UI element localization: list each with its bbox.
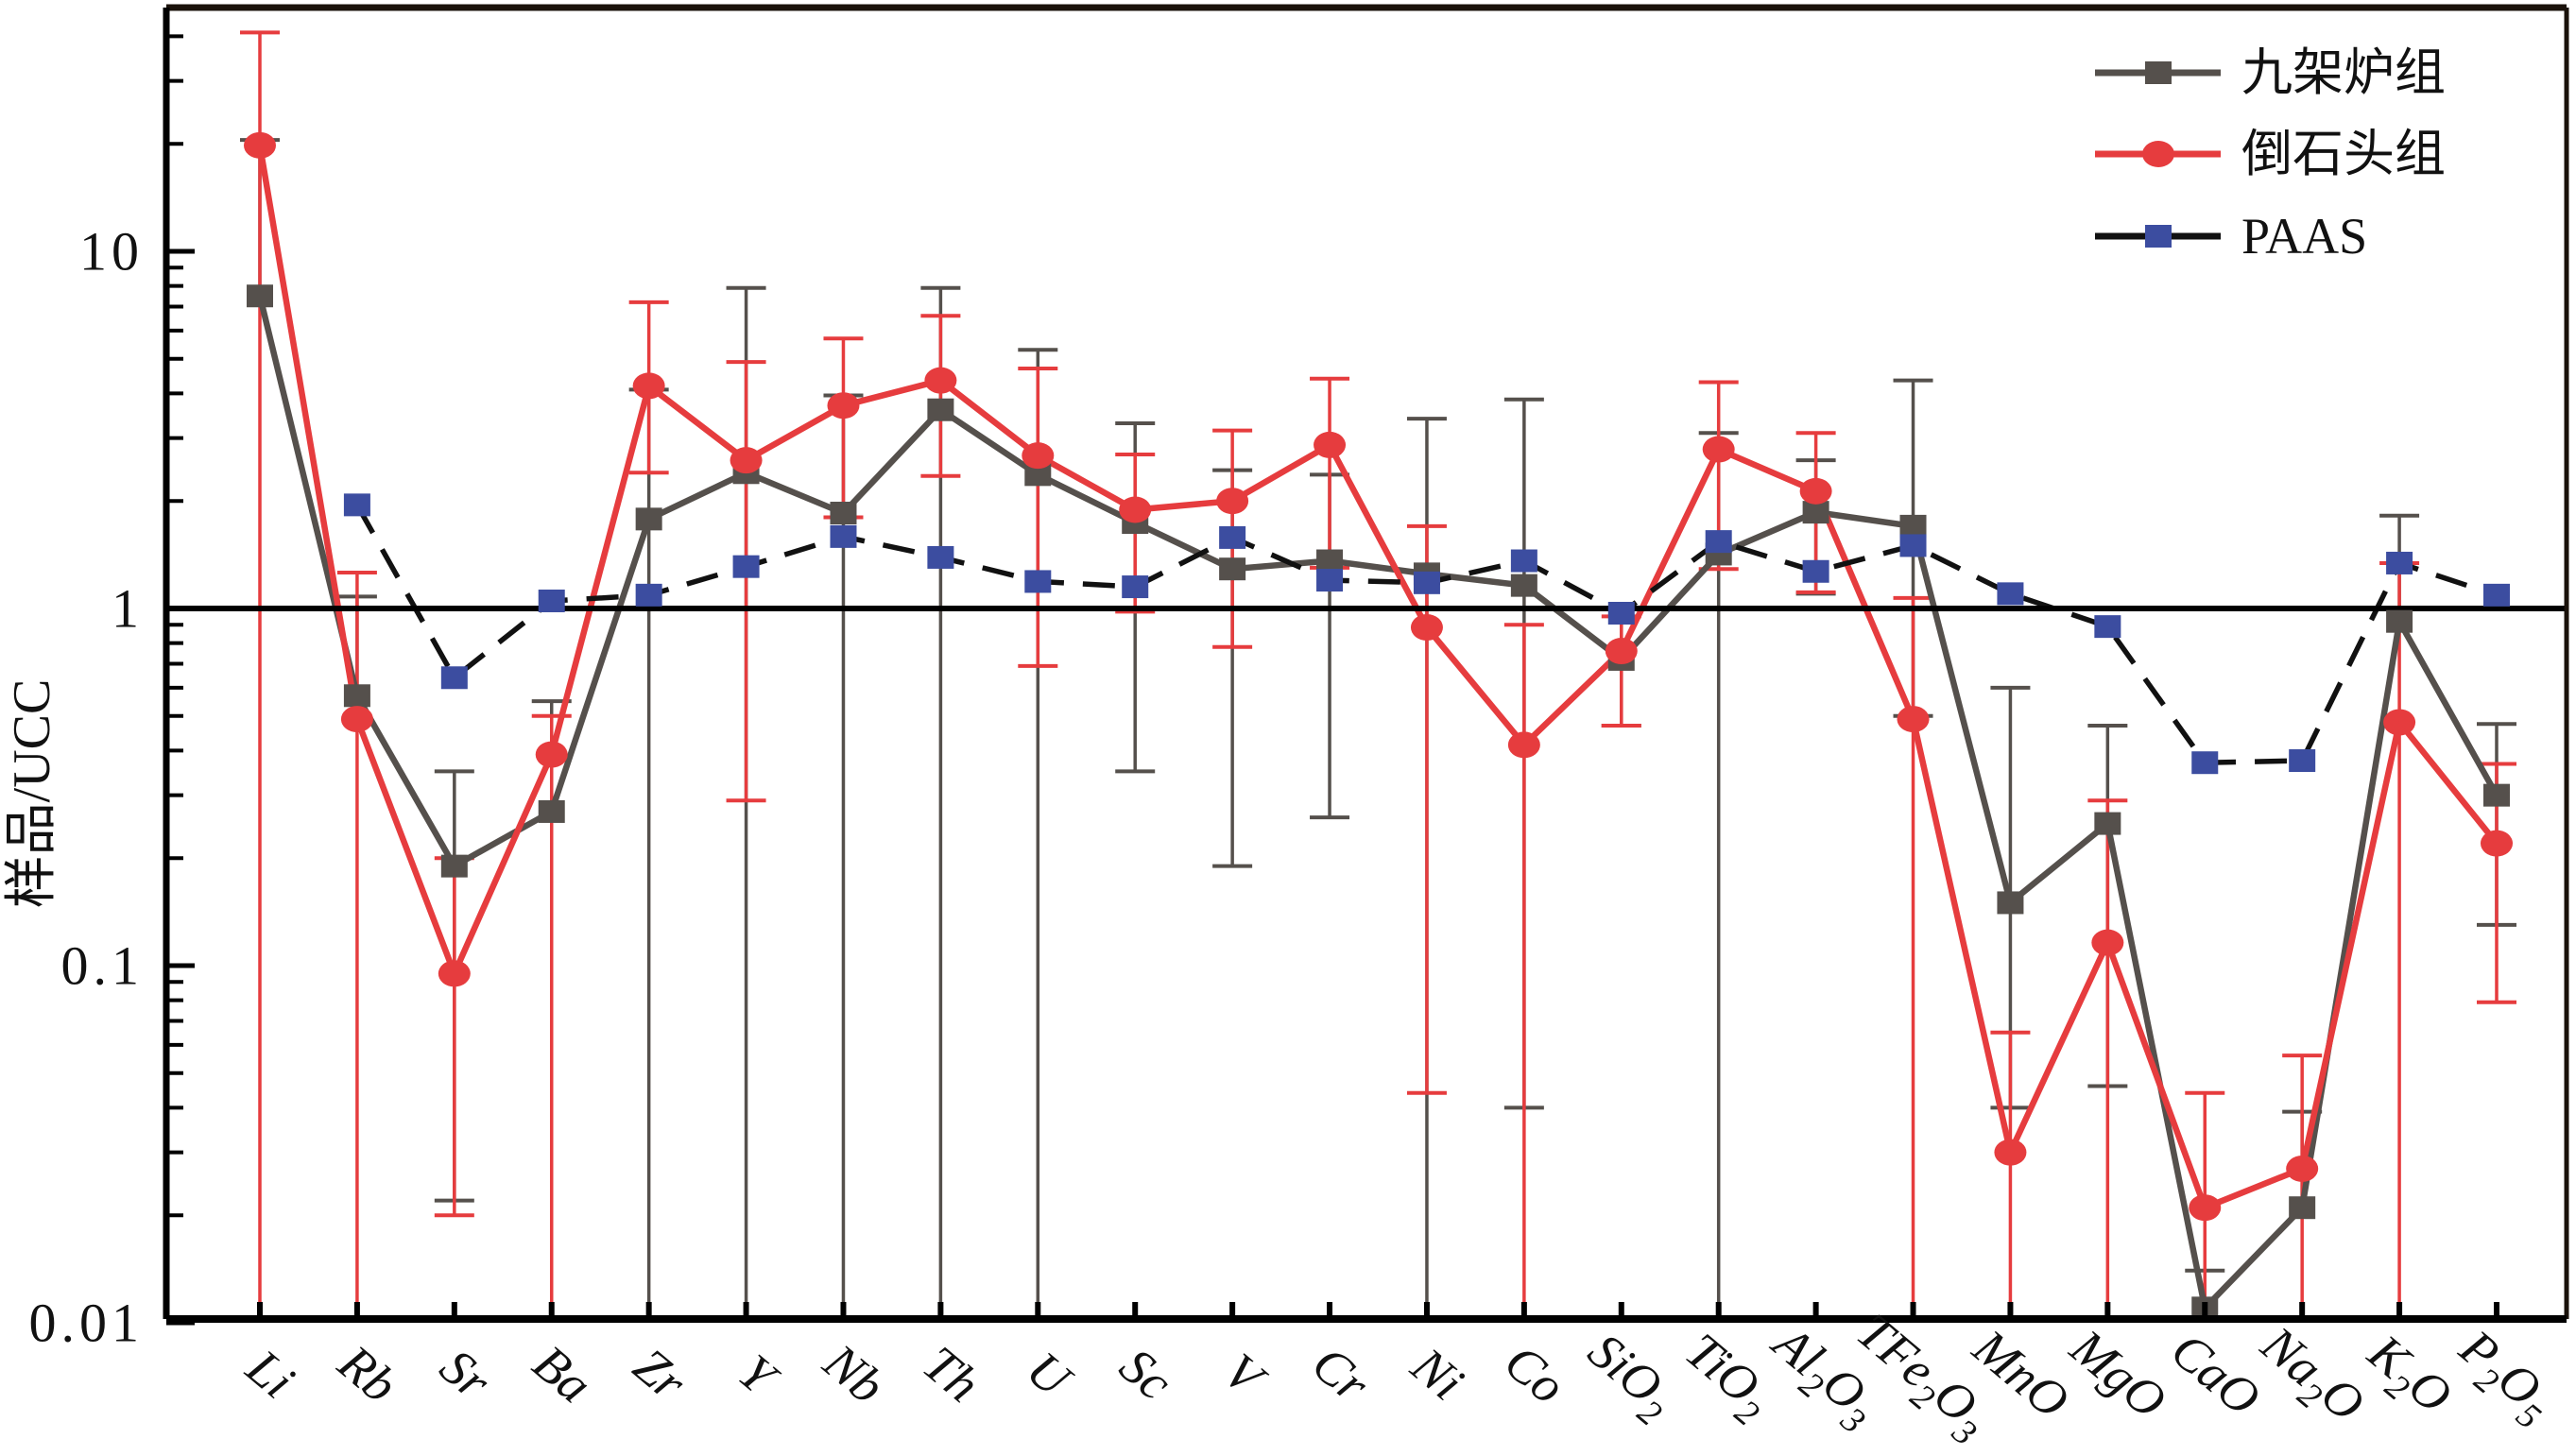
data-point-倒石头组-Na2O <box>2286 1155 2319 1182</box>
legend-marker-square <box>2145 225 2172 248</box>
data-point-倒石头组-Zr <box>632 372 665 400</box>
legend-label: 九架炉组 <box>2241 44 2446 101</box>
y-tick-label: 1 <box>112 578 144 640</box>
data-point-PAAS-MgO <box>2094 615 2121 639</box>
data-point-PAAS-Sr <box>440 666 468 690</box>
data-point-倒石头组-Al2O3 <box>1799 477 1832 505</box>
data-point-九架炉组-V <box>1219 557 1246 581</box>
data-point-九架炉组-Rb <box>343 684 370 708</box>
y-tick-label: 0.01 <box>29 1293 145 1354</box>
data-point-九架炉组-Al2O3 <box>1802 501 1829 524</box>
data-point-PAAS-Al2O3 <box>1802 559 1829 583</box>
data-point-九架炉组-U <box>1024 463 1052 487</box>
data-point-九架炉组-Sr <box>440 854 468 878</box>
data-point-九架炉组-Co <box>1510 574 1537 597</box>
data-point-倒石头组-Cr <box>1314 431 1347 458</box>
legend-label: PAAS <box>2241 208 2367 265</box>
data-point-倒石头组-Y <box>730 447 763 474</box>
series-line-0 <box>256 295 2499 1315</box>
data-point-九架炉组-Nb <box>830 502 857 525</box>
y-axis-title: 样品/UCC <box>3 679 61 909</box>
data-point-倒石头组-Sc <box>1119 496 1152 523</box>
axes <box>163 4 2569 1323</box>
data-point-倒石头组-Ni <box>1410 614 1443 642</box>
data-point-PAAS-SiO2 <box>1607 602 1635 625</box>
data-point-PAAS-Nb <box>830 524 857 548</box>
data-point-PAAS-Ni <box>1413 571 1440 594</box>
data-point-倒石头组-Li <box>244 131 276 159</box>
data-point-倒石头组-Co <box>1507 731 1540 759</box>
data-point-九架炉组-K2O <box>2386 609 2413 633</box>
data-point-九架炉组-Cr <box>1316 549 1344 573</box>
y-tick-label: 0.1 <box>61 935 145 997</box>
data-point-倒石头组-U <box>1022 442 1055 470</box>
data-point-PAAS-Th <box>927 545 954 569</box>
data-point-九架炉组-Ba <box>538 799 565 823</box>
x-axis-ticks <box>257 1302 2499 1319</box>
data-point-倒石头组-CaO <box>2189 1194 2222 1222</box>
data-point-PAAS-Co <box>1510 549 1537 573</box>
data-point-九架炉组-Na2O <box>2289 1196 2316 1220</box>
data-point-PAAS-U <box>1024 570 1052 593</box>
data-point-PAAS-Zr <box>635 583 662 607</box>
data-point-倒石头组-Nb <box>827 392 860 420</box>
data-point-九架炉组-MnO <box>1997 891 2024 915</box>
data-point-倒石头组-MnO <box>1994 1139 2027 1166</box>
data-point-倒石头组-MgO <box>2091 929 2124 956</box>
data-point-九架炉组-Th <box>927 398 954 421</box>
legend-item-0: 九架炉组 <box>2095 44 2446 101</box>
data-point-倒石头组-TFe2O3 <box>1897 706 1930 733</box>
data-point-倒石头组-Sr <box>438 960 471 987</box>
data-point-PAAS-CaO <box>2191 751 2219 775</box>
legend-label: 倒石头组 <box>2241 126 2446 182</box>
y-tick-label: 10 <box>79 221 144 283</box>
legend-marker-circle <box>2142 141 2174 167</box>
data-point-PAAS-Cr <box>1316 569 1344 592</box>
data-point-倒石头组-Rb <box>340 706 373 733</box>
data-point-PAAS-TFe2O3 <box>1899 534 1927 557</box>
data-point-倒石头组-P2O5 <box>2481 830 2513 857</box>
data-point-PAAS-Na2O <box>2289 749 2316 773</box>
legend-item-paas: PAAS <box>2095 208 2367 265</box>
legend-marker-square <box>2145 61 2172 84</box>
data-point-九架炉组-MgO <box>2094 812 2121 835</box>
legend-item-1: 倒石头组 <box>2095 126 2446 182</box>
y-axis-ticks <box>166 34 195 1326</box>
data-point-九架炉组-TFe2O3 <box>1899 514 1927 538</box>
data-point-PAAS-TiO2 <box>1705 530 1732 554</box>
data-point-PAAS-MnO <box>1997 582 2024 606</box>
data-point-PAAS-K2O <box>2386 551 2413 574</box>
data-point-倒石头组-V <box>1216 488 1249 515</box>
data-point-九架炉组-Li <box>247 284 273 308</box>
data-point-倒石头组-Th <box>924 367 957 394</box>
data-point-九架炉组-Zr <box>635 507 662 531</box>
data-point-PAAS-P2O5 <box>2483 583 2510 607</box>
data-point-PAAS-V <box>1219 525 1246 549</box>
data-point-PAAS-Y <box>732 555 760 578</box>
data-point-倒石头组-Ba <box>535 741 568 768</box>
data-point-倒石头组-SiO2 <box>1605 638 1638 665</box>
series-markers <box>244 131 2513 1320</box>
data-point-PAAS-Sc <box>1122 575 1149 599</box>
data-point-PAAS-Ba <box>538 589 565 612</box>
data-point-九架炉组-P2O5 <box>2483 783 2510 807</box>
y-axis-labels: 10 1 0.1 0.01 <box>29 221 145 1354</box>
data-point-PAAS-Rb <box>343 493 370 517</box>
series-line-1 <box>256 145 2499 1212</box>
data-point-倒石头组-TiO2 <box>1702 436 1735 463</box>
data-point-倒石头组-K2O <box>2383 709 2416 736</box>
